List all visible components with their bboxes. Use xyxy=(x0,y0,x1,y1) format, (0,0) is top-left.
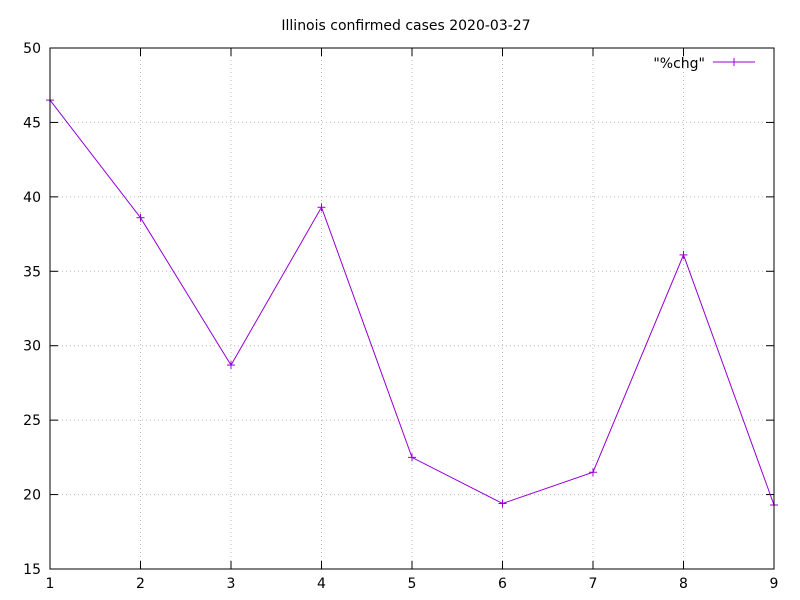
x-tick-label: 3 xyxy=(227,576,236,592)
y-tick-label: 25 xyxy=(23,413,41,429)
y-tick-label: 20 xyxy=(23,488,41,504)
data-point xyxy=(227,361,235,370)
y-tick-label: 40 xyxy=(23,190,41,206)
plot-border xyxy=(49,47,775,570)
x-tick-label: 1 xyxy=(46,576,55,592)
data-point xyxy=(317,203,326,212)
x-tick-label: 9 xyxy=(770,576,779,592)
legend-label: "%chg" xyxy=(653,56,705,72)
y-tick-label: 35 xyxy=(23,264,41,280)
x-tick-label: 7 xyxy=(589,576,598,592)
legend: "%chg" xyxy=(653,56,755,72)
data-point xyxy=(589,468,597,477)
y-tick-label: 50 xyxy=(23,41,41,57)
x-tick-label: 5 xyxy=(408,576,417,592)
grid-lines xyxy=(50,48,774,569)
data-point xyxy=(408,453,416,462)
x-tick-label: 8 xyxy=(679,576,688,592)
data-point xyxy=(136,213,145,222)
series-layer xyxy=(46,96,778,509)
data-point xyxy=(679,250,688,259)
y-tick-label: 45 xyxy=(23,115,41,131)
data-point xyxy=(498,499,507,508)
chart-title: Illinois confirmed cases 2020-03-27 xyxy=(281,18,530,34)
y-tick-label: 15 xyxy=(23,562,41,578)
legend-marker xyxy=(730,58,738,66)
x-tick-label: 6 xyxy=(498,576,507,592)
x-tick-label: 2 xyxy=(136,576,145,592)
y-tick-label: 30 xyxy=(23,339,41,355)
x-tick-label: 4 xyxy=(317,576,326,592)
